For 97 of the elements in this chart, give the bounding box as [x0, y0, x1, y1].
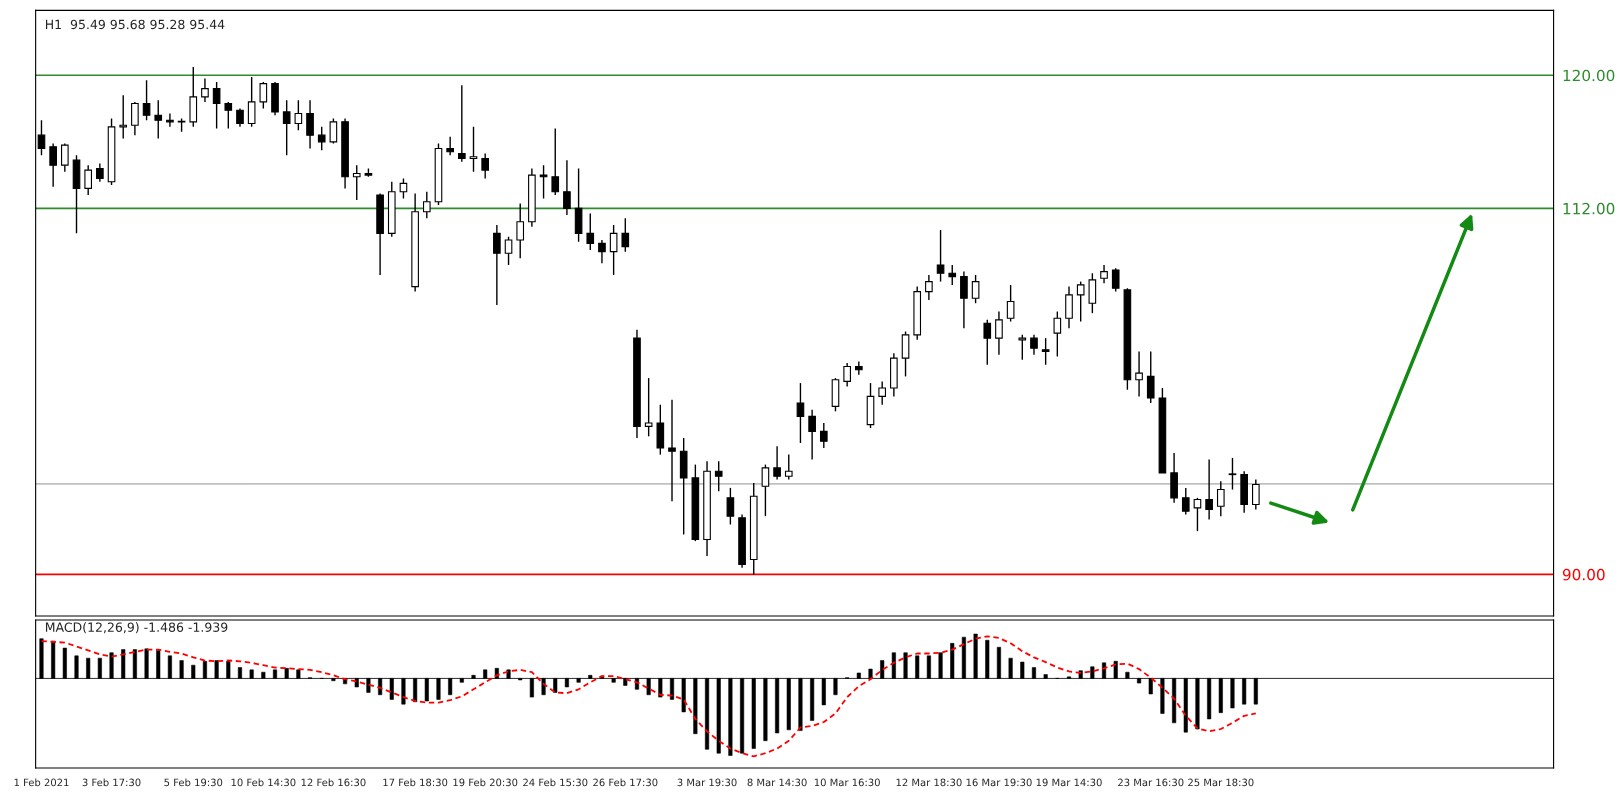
candlestick [1111, 267, 1120, 293]
candlestick [1216, 480, 1225, 517]
candlestick [166, 112, 174, 128]
candlestick [458, 84, 466, 163]
candlestick [784, 453, 793, 481]
x-tick-label: 3 Feb 17:30 [82, 778, 141, 787]
candlestick [936, 229, 945, 283]
candlestick [621, 217, 630, 253]
candlestick [61, 142, 69, 173]
candlestick [819, 422, 828, 449]
candlestick [212, 81, 221, 130]
candlestick [493, 224, 501, 306]
x-tick-label: 10 Feb 14:30 [231, 778, 296, 787]
candlestick [843, 362, 851, 388]
candlestick [644, 377, 653, 438]
candlestick [971, 274, 980, 304]
x-tick-label: 12 Feb 16:30 [301, 778, 366, 787]
candlestick [119, 94, 128, 140]
candlestick [131, 101, 139, 136]
candlestick [1030, 334, 1038, 356]
y-tick-label: 112.00 [1563, 202, 1615, 215]
candlestick [247, 76, 256, 128]
candlestick [808, 409, 816, 461]
x-tick-label: 8 Mar 14:30 [747, 778, 807, 787]
x-tick-label: 12 Mar 18:30 [896, 778, 962, 787]
candlestick [154, 99, 163, 140]
x-tick-label: 5 Feb 19:30 [164, 778, 223, 787]
x-tick-label: 25 Mar 18:30 [1188, 778, 1254, 787]
candlestick [925, 274, 933, 301]
candlestick [1088, 272, 1097, 314]
candlestick [1041, 337, 1050, 366]
candlestick [995, 310, 1003, 356]
candlestick [1205, 458, 1213, 521]
candlestick [317, 126, 326, 151]
chart-title: MACD(12,26,9) -1.486 -1.939 [45, 622, 228, 634]
candlestick [726, 487, 735, 526]
candlestick [761, 463, 770, 517]
candlestick [294, 99, 303, 131]
candlestick [504, 235, 513, 266]
candlestick [236, 107, 244, 128]
candlestick [878, 380, 887, 406]
candlestick [1076, 280, 1085, 323]
candlestick [563, 159, 571, 216]
candlestick [516, 202, 525, 259]
candlestick [329, 117, 338, 145]
candlestick [1006, 284, 1015, 323]
candlestick [469, 126, 478, 173]
candlestick [855, 360, 863, 376]
candlestick [282, 99, 291, 156]
candlestick [37, 119, 46, 156]
candlestick [142, 79, 151, 121]
candlestick [586, 212, 595, 251]
candlestick [306, 99, 314, 150]
candlestick [598, 239, 606, 264]
x-tick-label: 17 Feb 18:30 [383, 778, 448, 787]
candlestick [1181, 487, 1190, 516]
candlestick [1053, 310, 1062, 358]
candlestick [352, 164, 361, 201]
candlestick [422, 191, 431, 220]
candlestick [1228, 457, 1237, 491]
candlestick [551, 127, 560, 196]
candlestick [796, 382, 805, 444]
candlestick [983, 319, 992, 366]
candlestick [948, 264, 957, 286]
x-tick-label: 19 Mar 14:30 [1036, 778, 1102, 787]
x-tick-label: 23 Mar 16:30 [1118, 778, 1184, 787]
candlestick [446, 136, 454, 156]
candlestick [259, 81, 268, 110]
candlestick [668, 399, 676, 502]
y-tick-label: 90.00 [1562, 568, 1605, 581]
candlestick [960, 270, 968, 329]
candlestick [1146, 350, 1155, 404]
candlestick [773, 445, 781, 481]
candlestick [539, 164, 548, 200]
candlestick [1065, 285, 1073, 329]
x-tick-label: 1 Feb 2021 [14, 778, 69, 787]
candlestick [84, 164, 93, 196]
candlestick [481, 152, 490, 180]
x-tick-label: 10 Mar 16:30 [814, 778, 880, 787]
candlestick [901, 330, 910, 378]
x-tick-label: 19 Feb 20:30 [453, 778, 518, 787]
candlestick [1193, 497, 1202, 532]
candlestick [609, 224, 618, 276]
candlestick [1135, 350, 1143, 398]
x-tick-label: 3 Mar 19:30 [677, 778, 737, 787]
x-tick-label: 26 Feb 17:30 [593, 778, 658, 787]
text: H1 95.49 95.68 95.28 95.44 [45, 19, 225, 30]
x-tick-label: 16 Mar 19:30 [966, 778, 1032, 787]
y-tick-label: 120.00 [1563, 69, 1615, 82]
x-tick-label: 24 Feb 15:30 [523, 778, 588, 787]
candlestick [224, 101, 233, 130]
candlestick [1100, 264, 1108, 284]
candlestick [96, 162, 104, 183]
candlestick [714, 460, 723, 492]
candlestick [201, 77, 209, 103]
candlestick [1252, 478, 1260, 511]
candlestick [49, 142, 57, 188]
